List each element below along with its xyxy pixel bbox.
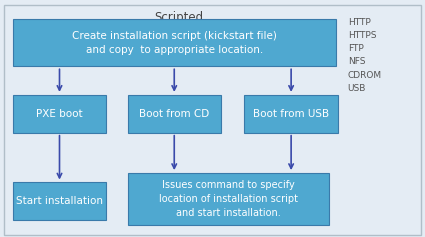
Text: PXE boot: PXE boot bbox=[36, 109, 83, 119]
Bar bbox=[13, 95, 106, 133]
Bar bbox=[13, 182, 106, 220]
Bar bbox=[244, 95, 338, 133]
Text: Scripted: Scripted bbox=[154, 11, 203, 24]
Bar bbox=[128, 173, 329, 225]
Bar bbox=[128, 95, 221, 133]
Text: Boot from USB: Boot from USB bbox=[253, 109, 329, 119]
Text: Boot from CD: Boot from CD bbox=[139, 109, 210, 119]
Text: Create installation script (kickstart file)
and copy  to appropriate location.: Create installation script (kickstart fi… bbox=[72, 31, 277, 55]
Text: Start installation: Start installation bbox=[16, 196, 103, 206]
Text: Issues command to specify
location of installation script
and start installation: Issues command to specify location of in… bbox=[159, 180, 298, 218]
Text: HTTP
HTTPS
FTP
NFS
CDROM
USB: HTTP HTTPS FTP NFS CDROM USB bbox=[348, 18, 382, 93]
Bar bbox=[13, 19, 336, 66]
